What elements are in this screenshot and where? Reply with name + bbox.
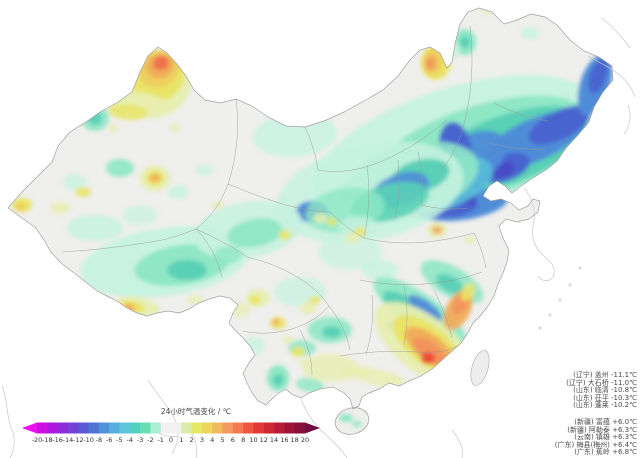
anomaly-blob: [344, 232, 360, 244]
indochina-coastline: [147, 379, 179, 455]
anomaly-blob: [299, 302, 317, 314]
anomaly-blob: [187, 295, 203, 305]
station-annotation: (辽宁) 大石桥 -11.0℃: [566, 378, 637, 387]
station-annotation: (新疆) 阿勒泰 +6.3℃: [567, 425, 637, 434]
anomaly-blob: [436, 273, 464, 295]
anomaly-blob: [108, 103, 148, 121]
anomaly-blob: [272, 319, 280, 325]
station-annotation: (广东) 梅县(梅州) +6.4℃: [554, 440, 637, 449]
anomaly-blob: [88, 111, 102, 125]
anomaly-blob: [352, 421, 362, 427]
taiwan-island: [470, 350, 490, 386]
anomaly-blob: [273, 374, 283, 386]
anomaly-blob: [63, 174, 87, 190]
ryukyu-island: [558, 298, 562, 302]
anomaly-blob: [302, 354, 358, 382]
china-outline: [7, 7, 614, 410]
anomaly-blob: [521, 27, 539, 39]
anomaly-blob: [588, 58, 608, 94]
anomaly-blob: [327, 218, 337, 226]
anomaly-blob: [464, 236, 476, 244]
anomaly-blob: [75, 187, 91, 197]
anomaly-blob: [339, 414, 353, 422]
anomaly-blob: [460, 36, 470, 48]
station-annotation: (广东) 蕉岭 +6.8℃: [574, 448, 637, 457]
japan-coastline: [623, 104, 631, 135]
station-annotation: (辽宁) 盖州 -11.1℃: [573, 371, 637, 379]
anomaly-blob: [322, 326, 342, 338]
ryukyu-island: [578, 266, 582, 270]
anomaly-blob: [67, 215, 123, 241]
anomaly-blob: [291, 347, 305, 357]
anomaly-blob: [362, 260, 398, 280]
japan-coastline: [587, 55, 636, 98]
hainan-outline: [334, 407, 370, 435]
anomaly-blob: [214, 246, 242, 264]
korea-coastline: [523, 187, 555, 281]
anomaly-blob: [421, 352, 435, 364]
station-extremes: (辽宁) 盖州 -11.1℃ (辽宁) 大石桥 -11.0℃ (山东) 临清 -10…: [554, 371, 637, 457]
anomaly-blob: [296, 377, 324, 393]
anomaly-blob: [249, 295, 261, 305]
anomaly-blob: [408, 295, 442, 321]
coldest-stations: (辽宁) 盖州 -11.1℃ (辽宁) 大石桥 -11.0℃ (山东) 临清 -10…: [555, 371, 637, 410]
anomaly-blob: [299, 358, 311, 366]
station-annotation: (山东) 蓬莱 -10.2℃: [573, 401, 637, 410]
anomaly-blob: [15, 203, 25, 211]
anomaly-blob: [196, 164, 214, 176]
anomaly-blob: [245, 337, 265, 353]
hainan-island: [335, 407, 369, 435]
anomaly-blob: [279, 230, 291, 240]
anomaly-blob: [313, 213, 327, 223]
anomaly-blob: [168, 185, 188, 199]
luzon-coastline: [451, 429, 463, 458]
anomaly-blob: [432, 226, 442, 234]
japan-coastline: [600, 17, 631, 49]
station-annotation: (山东) 临清 -10.8℃: [573, 386, 637, 395]
ryukyu-island: [538, 326, 542, 330]
anomaly-blob: [230, 303, 250, 317]
ryukyu-island: [548, 313, 552, 317]
anomaly-blob: [426, 59, 434, 69]
anomaly-blob: [460, 282, 476, 302]
anomaly-blob: [227, 218, 283, 248]
anomaly-blob: [167, 260, 207, 280]
province-borders: [61, 25, 549, 376]
anomaly-blob: [50, 202, 70, 214]
anomaly-blob: [106, 159, 134, 177]
anomaly-blob: [444, 41, 460, 59]
anomaly-blob: [528, 105, 592, 145]
delta-coastline: [154, 429, 179, 438]
station-annotation: (山东) 茌平 -10.3℃: [573, 393, 637, 402]
vietnam-coastline: [300, 398, 348, 458]
station-annotation: (新疆) 富蕴 +6.0℃: [574, 417, 637, 426]
left-edge-coastline: [1, 385, 15, 458]
ryukyu-island: [568, 283, 572, 287]
anomaly-blob: [318, 234, 382, 270]
anomaly-blob: [122, 205, 158, 225]
anomaly-blob: [413, 337, 447, 367]
anomaly-blob: [153, 55, 169, 71]
anomaly-blob: [282, 336, 294, 344]
anomaly-blob: [170, 124, 180, 132]
anomaly-blob: [309, 296, 321, 304]
warmest-stations: (新疆) 富蕴 +6.0℃ (新疆) 阿勒泰 +6.3℃ (云南) 镇雄 +6.3℃…: [554, 417, 637, 457]
station-annotation: (云南) 镇雄 +6.3℃: [574, 433, 637, 442]
anomaly-blob: [108, 124, 118, 132]
anomaly-field: [12, 8, 613, 427]
anomaly-blob: [150, 174, 160, 182]
delta-coastline: [189, 429, 198, 458]
anomaly-blob: [481, 8, 493, 14]
